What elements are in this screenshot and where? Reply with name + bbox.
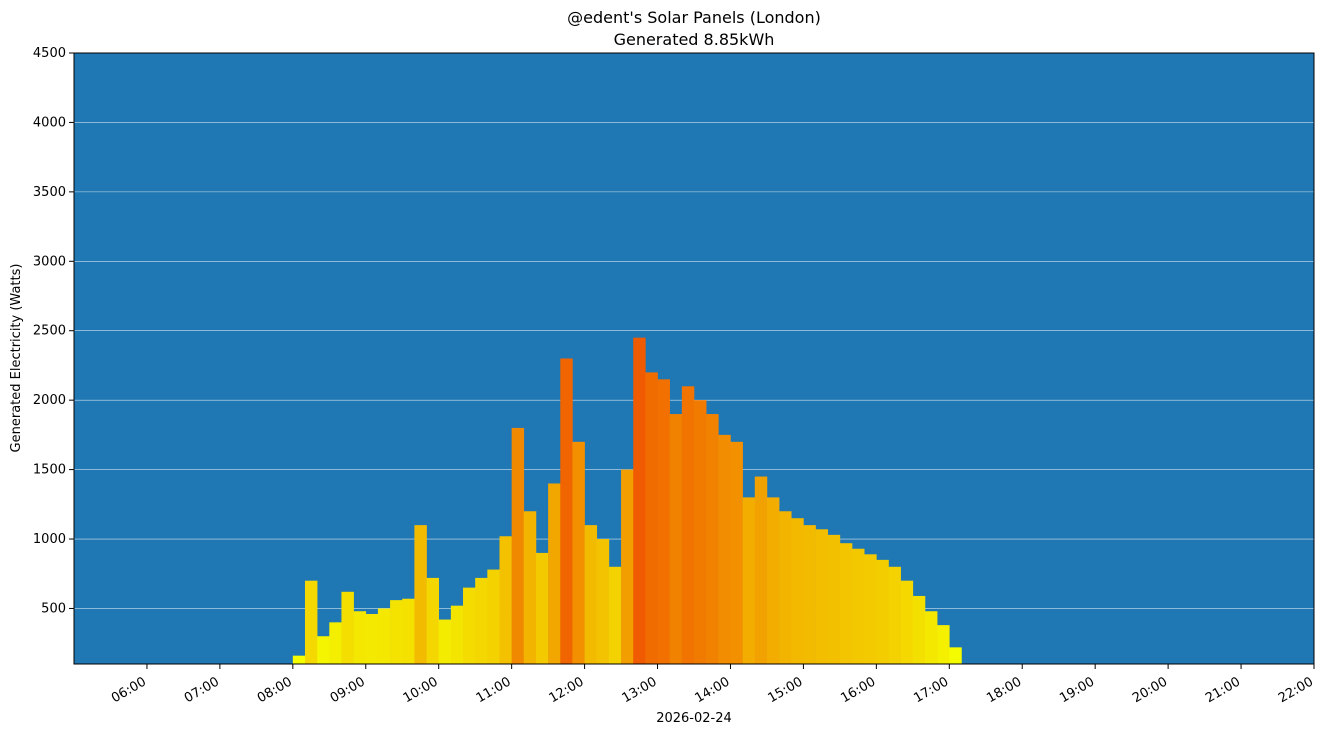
bar (839, 543, 853, 664)
bar (912, 595, 926, 664)
bar (426, 577, 440, 664)
bar (706, 414, 719, 664)
chart-subtitle: Generated 8.85kWh (614, 30, 775, 49)
bar (572, 441, 585, 664)
bar (329, 622, 342, 664)
bar (511, 427, 525, 664)
bar (633, 337, 646, 664)
y-tick-label: 2500 (33, 324, 66, 339)
bar (390, 600, 403, 664)
y-tick-label: 4000 (33, 115, 66, 130)
bar (766, 497, 780, 664)
bar (438, 619, 452, 664)
y-tick-label: 1000 (33, 532, 66, 547)
bar (949, 647, 962, 664)
bar (791, 518, 804, 664)
x-tick-label: 10:00 (401, 674, 441, 706)
bar (596, 539, 610, 664)
bar (523, 511, 537, 664)
x-tick-label: 21:00 (1203, 674, 1243, 706)
x-axis-label: 2026-02-24 (656, 711, 732, 726)
bar (645, 372, 658, 664)
bar (937, 625, 950, 664)
bar (803, 525, 816, 664)
bar (535, 552, 549, 664)
bar (924, 611, 938, 664)
bar (584, 525, 598, 664)
bar (694, 400, 707, 664)
bar (353, 611, 367, 664)
bar (292, 655, 306, 664)
bar (888, 566, 901, 664)
x-tick-label: 08:00 (255, 674, 295, 706)
bar (852, 548, 865, 664)
bar (304, 580, 318, 664)
y-tick-label: 500 (41, 601, 66, 616)
bar (499, 536, 512, 664)
bar (560, 358, 573, 664)
bar (317, 636, 330, 664)
x-tick-label: 18:00 (984, 674, 1024, 706)
x-tick-label: 16:00 (838, 674, 878, 706)
bar (669, 414, 683, 664)
x-tick-label: 13:00 (620, 674, 660, 706)
x-tick-label: 07:00 (182, 674, 222, 706)
bar (815, 529, 829, 664)
x-tick-label: 19:00 (1057, 674, 1097, 706)
x-tick-label: 22:00 (1276, 674, 1316, 706)
bar (730, 441, 743, 664)
x-tick-label: 11:00 (474, 674, 514, 706)
bar (827, 534, 841, 664)
y-tick-label: 3000 (33, 254, 66, 269)
bar (608, 566, 622, 664)
bar (742, 497, 756, 664)
y-tick-label: 4500 (33, 46, 66, 61)
bar (548, 483, 561, 664)
bar (414, 525, 427, 664)
bar (864, 554, 877, 664)
bar (681, 386, 695, 664)
plot-frame (73, 52, 1315, 665)
x-tick-label: 06:00 (109, 674, 149, 706)
x-tick-label: 09:00 (328, 674, 368, 706)
chart-title: @edent's Solar Panels (London) (567, 8, 821, 27)
bar (718, 434, 731, 664)
bar (450, 605, 464, 664)
y-axis-label: Generated Electricity (Watts) (9, 264, 24, 453)
bar (341, 591, 354, 664)
bar (377, 608, 391, 664)
x-tick-label: 17:00 (911, 674, 951, 706)
bar (621, 469, 634, 664)
bar (365, 614, 379, 664)
y-tick-label: 1500 (33, 463, 66, 478)
bar (463, 587, 476, 664)
bar (754, 476, 768, 664)
y-tick-label: 2000 (33, 393, 66, 408)
x-tick-label: 15:00 (765, 674, 805, 706)
x-tick-label: 14:00 (693, 674, 733, 706)
bar (475, 577, 488, 664)
bar (900, 580, 914, 664)
bar (657, 379, 670, 664)
bar (402, 598, 415, 664)
bar (876, 559, 889, 664)
y-tick-label: 3500 (33, 185, 66, 200)
bar (487, 569, 500, 664)
x-tick-label: 12:00 (547, 674, 587, 706)
x-tick-label: 20:00 (1130, 674, 1170, 706)
bar (779, 511, 792, 664)
